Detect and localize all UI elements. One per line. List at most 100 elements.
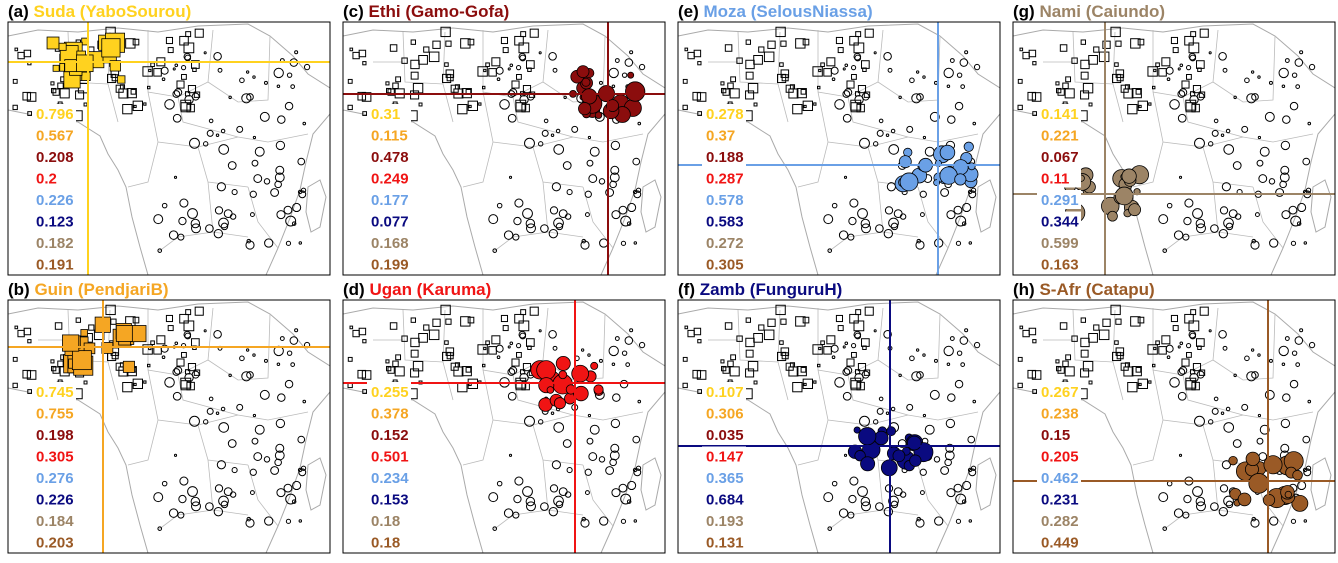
site-marker <box>584 468 592 476</box>
value-backdrop <box>1037 425 1081 444</box>
site-marker <box>1172 47 1179 54</box>
panel: (f) Zamb (FunguruH) 0.107 0.306 0.035 0.147 0… <box>677 280 1001 554</box>
site-marker <box>861 92 870 101</box>
site-marker <box>780 347 790 356</box>
site-marker <box>218 422 230 433</box>
site-marker <box>842 67 846 71</box>
site-marker <box>763 329 775 341</box>
site-marker <box>445 318 452 325</box>
site-marker <box>1291 350 1298 356</box>
site-marker <box>1207 419 1214 425</box>
site-marker <box>682 104 688 111</box>
site-marker <box>194 28 204 38</box>
panel-frame <box>677 21 1001 276</box>
site-marker <box>745 71 754 80</box>
site-marker <box>633 468 642 477</box>
site-marker <box>758 324 765 331</box>
site-marker <box>970 187 977 193</box>
site-marker <box>249 468 257 476</box>
site-marker <box>1257 135 1262 140</box>
site-marker <box>954 101 964 111</box>
site-marker <box>1191 381 1200 391</box>
panel-letter: (c) <box>343 2 364 21</box>
site-marker <box>1114 340 1119 345</box>
site-marker <box>289 336 299 345</box>
site-marker <box>633 241 638 245</box>
site-marker <box>609 172 620 183</box>
site-marker <box>857 363 867 372</box>
site-marker <box>153 214 164 225</box>
value-backdrop <box>32 425 76 444</box>
similarity-value: 0.067 <box>1041 149 1079 166</box>
site-marker <box>961 499 967 504</box>
site-marker <box>1028 327 1037 336</box>
panel-frame <box>1012 21 1336 276</box>
site-marker <box>1062 360 1069 367</box>
site-marker <box>17 51 25 60</box>
site-marker <box>697 111 703 116</box>
site-marker <box>580 240 590 250</box>
site-marker <box>549 206 559 215</box>
site-marker <box>1166 77 1171 82</box>
site-marker <box>890 500 899 509</box>
site-marker <box>440 26 451 38</box>
site-marker <box>1269 238 1279 248</box>
similar-site <box>1237 492 1252 507</box>
similarity-value: 0.238 <box>1041 406 1079 423</box>
site-marker <box>496 202 503 209</box>
site-marker <box>274 450 285 461</box>
site-marker <box>1196 60 1205 69</box>
value-backdrop <box>702 511 746 530</box>
site-marker <box>51 87 57 94</box>
similar-site <box>892 449 906 463</box>
site-marker <box>526 223 536 234</box>
site-marker <box>392 82 399 89</box>
site-marker <box>970 465 977 471</box>
site-marker <box>767 318 776 327</box>
site-marker <box>1244 77 1250 84</box>
site-marker <box>418 333 428 343</box>
site-marker <box>598 358 603 363</box>
site-marker <box>697 389 703 394</box>
site-marker <box>178 494 187 504</box>
site-marker <box>218 144 230 155</box>
similar-site <box>122 360 135 373</box>
site-marker <box>552 345 558 351</box>
site-marker <box>620 493 632 505</box>
site-marker <box>1130 38 1141 49</box>
site-marker <box>347 78 353 84</box>
site-marker <box>507 67 511 71</box>
site-marker <box>620 240 627 246</box>
site-marker <box>888 495 899 507</box>
site-marker <box>682 382 688 389</box>
site-marker <box>747 82 759 94</box>
site-marker <box>460 38 471 49</box>
site-marker <box>157 526 163 531</box>
site-marker <box>444 340 449 345</box>
site-marker <box>1289 101 1299 111</box>
site-marker <box>183 42 195 54</box>
site-marker <box>1124 362 1131 368</box>
site-marker <box>1056 87 1062 94</box>
site-marker <box>838 230 849 240</box>
site-marker <box>516 73 522 80</box>
site-marker <box>684 47 689 52</box>
value-backdrop <box>1037 489 1081 509</box>
value-backdrop <box>702 254 746 274</box>
similarity-value: 0.199 <box>371 257 409 274</box>
value-backdrop <box>32 446 76 466</box>
site-marker <box>846 358 855 367</box>
site-marker <box>853 320 865 332</box>
similarity-value: 0.226 <box>36 192 74 209</box>
site-marker <box>444 62 449 67</box>
site-marker <box>264 238 274 248</box>
site-marker <box>884 206 894 215</box>
site-marker <box>853 52 862 61</box>
site-marker <box>842 113 852 123</box>
value-backdrop <box>1037 168 1081 188</box>
value-backdrop <box>367 511 411 530</box>
site-marker <box>1192 85 1202 94</box>
site-marker <box>220 500 229 509</box>
site-marker <box>842 90 851 98</box>
value-backdrop <box>367 254 411 274</box>
